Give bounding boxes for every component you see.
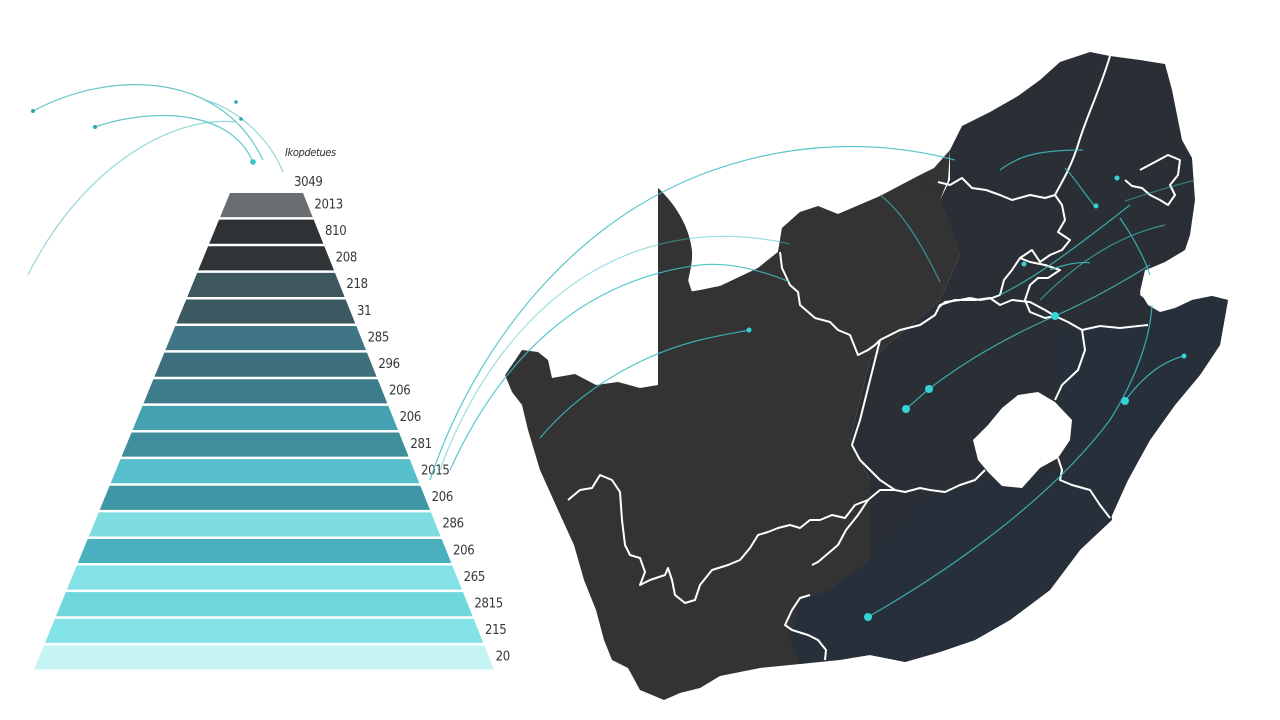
marker-dot (93, 125, 97, 129)
border-line (1054, 55, 1111, 196)
map-marker-dot (1021, 261, 1027, 267)
flow-line (1119, 217, 1151, 276)
left-arc-markers (31, 100, 256, 165)
bar-value-label: 285 (368, 330, 389, 345)
flow-line (1039, 224, 1166, 301)
flow-line (879, 194, 941, 283)
pyramid-bar (66, 565, 462, 590)
pyramid-bar (165, 326, 366, 351)
map-marker-dot (902, 405, 910, 413)
flow-line (905, 264, 1151, 410)
eswatini-hole (1140, 268, 1192, 312)
flow-line (1124, 355, 1185, 402)
border-line (1054, 329, 1086, 401)
pyramid-bar (99, 485, 430, 510)
bar-value-label: 20 (496, 650, 510, 665)
map-marker-dot (864, 613, 872, 621)
bar-value-label: 281 (410, 437, 431, 452)
bar-value-label: 265 (464, 570, 485, 585)
pyramid-bar (34, 645, 494, 670)
marker-dot (31, 109, 35, 113)
map-markers (746, 175, 1187, 621)
province-borders (567, 55, 1181, 661)
flow-line (1124, 179, 1196, 202)
border-line (811, 499, 869, 566)
left-flow-arcs (27, 84, 284, 276)
bar-value-label: 206 (400, 410, 421, 425)
pyramid-bar (121, 432, 409, 457)
bar-value-label: 206 (432, 490, 453, 505)
map-marker-dot (1093, 203, 1099, 209)
flow-line (1064, 167, 1096, 207)
marker-dot (250, 159, 256, 165)
pyramid-bar (154, 352, 377, 377)
bar-value-label: 286 (442, 517, 463, 532)
flow-line (867, 304, 1153, 618)
pyramid-bar (88, 512, 441, 537)
marker-dot (239, 117, 243, 121)
pyramid-bar (77, 538, 452, 564)
border-line (1057, 457, 1111, 519)
map-region-west (505, 176, 960, 700)
bar-value-label: 31 (357, 304, 371, 319)
pyramid-header-value: 3049 (294, 175, 323, 190)
flow-line (439, 235, 791, 471)
bar-value-label: 218 (346, 277, 367, 292)
border-line (567, 474, 895, 604)
flow-arc (32, 84, 264, 161)
bar-value-label: 2013 (314, 197, 343, 212)
flow-arc (204, 99, 284, 173)
pyramid-bar (209, 219, 324, 244)
bar-value-label: 208 (336, 251, 357, 266)
pyramid-bar (110, 459, 420, 484)
map-marker-dot (1114, 175, 1120, 181)
bar-value-label: 2015 (421, 463, 450, 478)
border-line (779, 251, 881, 356)
border-line (879, 297, 1056, 341)
border-line (1124, 154, 1181, 206)
pyramid-bar (44, 618, 484, 643)
pyramid-bar (198, 246, 334, 271)
border-line (1019, 257, 1149, 331)
marker-dot (234, 100, 238, 104)
flow-arc (27, 120, 236, 276)
lesotho-hole (973, 392, 1072, 488)
pyramid-title: Ikopdetues (285, 146, 336, 159)
pyramid-bar (132, 405, 398, 430)
south-africa-map (429, 52, 1228, 700)
pyramid-bar (176, 299, 356, 324)
flow-arc (94, 114, 254, 163)
flow-line (1049, 261, 1091, 271)
bar-value-label: 206 (389, 384, 410, 399)
pyramid-bar (143, 379, 388, 404)
bar-value-label: 810 (325, 224, 346, 239)
pyramid-bar (220, 193, 313, 218)
map-marker-dot (1181, 353, 1187, 359)
map-region-kzn (1050, 296, 1228, 510)
flow-line (999, 149, 1084, 171)
pyramid-labels: 2013 810 208 218 31 285 296 206 206 281 2015 206 286… (314, 197, 510, 664)
map-marker-dot (1121, 397, 1129, 405)
flow-line (999, 204, 1131, 296)
bar-value-label: 296 (378, 357, 399, 372)
map-marker-dot (746, 327, 752, 333)
pyramid-bar (187, 272, 345, 297)
bar-value-label: 206 (453, 543, 474, 558)
map-marker-dot (925, 385, 933, 393)
pyramid-bar (55, 592, 473, 617)
flow-line (539, 329, 750, 439)
border-line (784, 594, 827, 661)
pyramid-chart (34, 193, 494, 670)
bar-value-label: 215 (485, 623, 506, 638)
flow-line (449, 263, 791, 471)
map-flow-lines (429, 145, 1196, 618)
bar-value-label: 2815 (474, 596, 503, 611)
flow-line (429, 145, 956, 481)
map-marker-dot (1051, 312, 1059, 320)
